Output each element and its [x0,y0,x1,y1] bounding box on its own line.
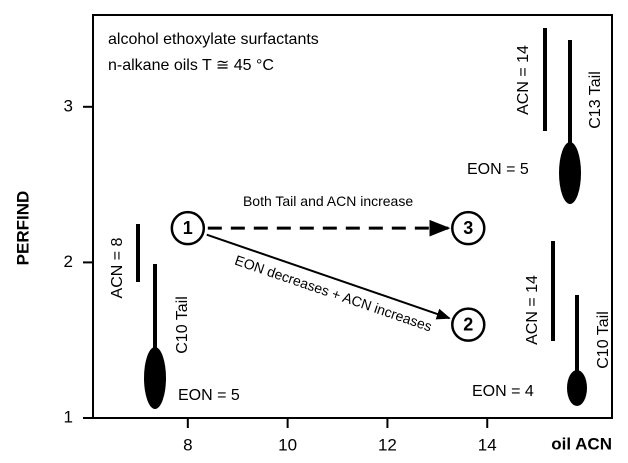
x-tick-label: 12 [378,435,397,454]
plot-frame [92,14,613,419]
y-tick-label: 3 [64,96,73,115]
eon-label: EON = 5 [467,161,529,178]
x-tick-label: 14 [478,435,497,454]
surfactant-icon [551,241,587,406]
point-label: 3 [463,218,473,238]
tail-label: C13 Tail [587,71,604,129]
point-label: 1 [183,218,193,238]
acn-label: ACN = 14 [524,275,541,345]
point-label: 2 [463,314,473,334]
surfactant-icon [543,28,581,204]
eon-label: EON = 4 [472,383,534,400]
y-axis-label: PERFIND [13,191,32,266]
surfactant-icon [136,224,166,409]
x-tick-label: 10 [278,435,297,454]
y-tick-label: 2 [64,252,73,271]
eon-label: EON = 5 [178,387,240,404]
arrow-label: Both Tail and ACN increase [243,193,413,209]
note: alcohol ethoxylate surfactants [108,31,319,48]
solid-arrow [206,233,451,320]
point-marker [170,210,206,246]
acn-label: ACN = 8 [109,237,126,298]
note: n-alkane oils T ≅ 45 °C [108,57,274,74]
x-tick-label: 8 [183,435,192,454]
y-tick-label: 1 [64,407,73,426]
tail-label: C10 Tail [174,296,191,354]
acn-label: ACN = 14 [515,45,532,115]
point-marker [451,210,486,246]
x-axis-label: oil ACN [551,434,612,453]
point-marker [451,307,486,342]
arrow-label: EON decreases + ACN increases [233,252,434,335]
tail-label: C10 Tail [595,311,612,369]
